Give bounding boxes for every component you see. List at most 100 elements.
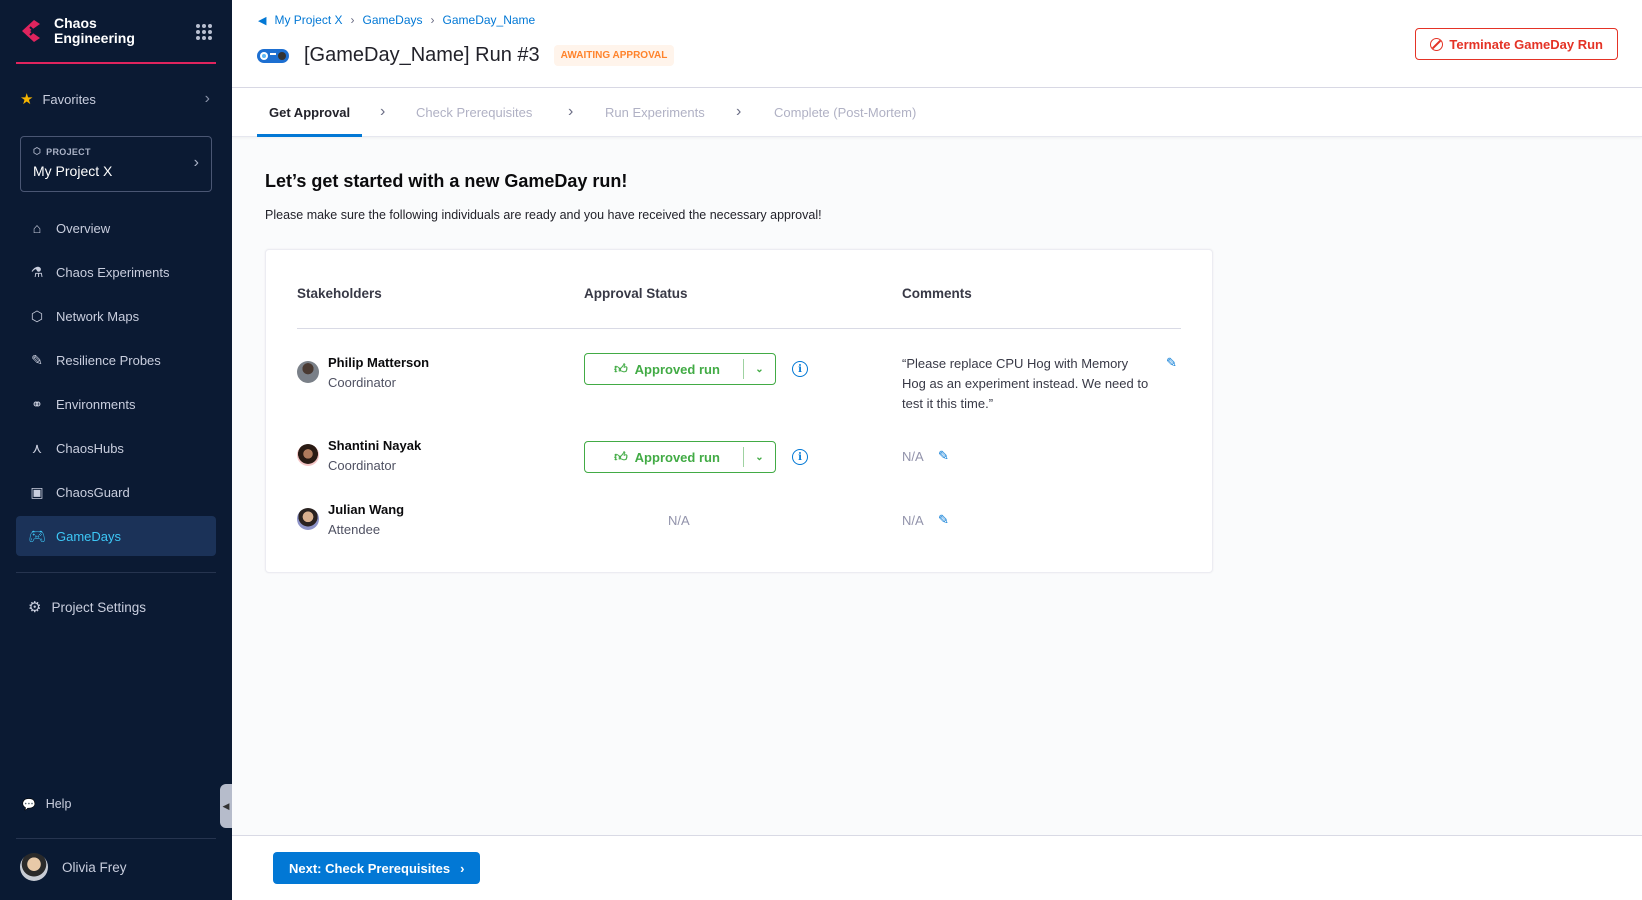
header-divider: [297, 328, 1181, 329]
chevron-right-icon: ›: [460, 860, 465, 876]
thumbs-up-icon: 👍︎: [614, 361, 628, 376]
breadcrumb-gamedays[interactable]: GameDays: [362, 13, 423, 27]
avatar: [297, 444, 319, 466]
sidebar-item-label: GameDays: [56, 528, 122, 544]
sidebar-divider: [16, 838, 216, 839]
sidebar-item-label: Project Settings: [51, 599, 146, 615]
chevron-right-icon: ›: [193, 154, 199, 171]
sidebar-item-gamedays[interactable]: 🎮︎ GameDays: [16, 516, 216, 556]
table-row: Philip Matterson Coordinator: [297, 355, 429, 390]
help-item[interactable]: 💬 Help: [10, 784, 210, 824]
next-check-prerequisites-button[interactable]: Next: Check Prerequisites ›: [273, 852, 481, 884]
comment-text: “Please replace CPU Hog with Memory Hog …: [902, 356, 1149, 411]
stakeholder-name: Philip Matterson: [328, 355, 430, 370]
step-tabs: Get Approval › Check Prerequisites › Run…: [232, 88, 1642, 137]
tab-get-approval[interactable]: Get Approval: [257, 88, 363, 137]
approval-status-select[interactable]: 👍︎ Approved run ⌄: [584, 441, 776, 473]
gamepad-icon: 🎮︎: [28, 527, 46, 544]
chevron-down-icon[interactable]: ⌄: [743, 447, 775, 467]
tab-complete[interactable]: Complete (Post-Mortem): [774, 105, 917, 120]
section-description: Please make sure the following individua…: [265, 208, 822, 222]
sidebar-item-chaosguard[interactable]: ▣ ChaosGuard: [16, 472, 216, 512]
edit-icon[interactable]: ✎: [1166, 355, 1177, 370]
gear-icon: ⚙: [28, 599, 42, 616]
avatar: [297, 361, 319, 383]
stakeholder-role: Attendee: [328, 522, 381, 537]
sidebar-item-environments[interactable]: ⚭ Environments: [16, 384, 216, 424]
main: ◀ My Project X › GameDays › GameDay_Name […: [232, 0, 1642, 900]
column-header: Stakeholders: [297, 286, 382, 301]
column-header: Approval Status: [584, 286, 688, 301]
cube-icon: ⬡: [33, 146, 42, 156]
stakeholder-name: Shantini Nayak: [328, 438, 422, 453]
user-profile[interactable]: Olivia Frey: [8, 847, 208, 887]
section-heading: Let’s get started with a new GameDay run…: [265, 171, 628, 191]
network-icon: ⬡: [30, 307, 44, 324]
edit-icon[interactable]: ✎: [938, 448, 949, 463]
sidebar-item-label: Resilience Probes: [56, 352, 161, 368]
project-label: PROJECT: [46, 146, 91, 157]
environments-icon: ⚭: [31, 395, 43, 412]
sidebar-item-overview[interactable]: ⌂ Overview: [16, 208, 216, 248]
page-header: ◀ My Project X › GameDays › GameDay_Name […: [232, 0, 1642, 88]
sidebar-item-label: Chaos Experiments: [56, 264, 170, 280]
sidebar-item-chaoshubs[interactable]: ⋏ ChaosHubs: [16, 428, 216, 468]
chevron-right-icon: ›: [736, 103, 742, 120]
approval-status-label: Approved run: [634, 449, 720, 465]
star-icon: ★: [20, 91, 34, 108]
breadcrumb-project[interactable]: My Project X: [274, 13, 343, 27]
avatar: [297, 508, 319, 530]
brand[interactable]: Chaos Engineering: [18, 16, 135, 46]
project-selector[interactable]: ⬡ PROJECT My Project X ›: [20, 136, 212, 192]
status-badge: AWAITING APPROVAL: [553, 45, 675, 66]
thumbs-up-icon: 👍︎: [614, 449, 628, 464]
edit-icon[interactable]: ✎: [938, 512, 949, 527]
guard-icon: ▣: [30, 483, 44, 500]
footer: Next: Check Prerequisites ›: [232, 835, 1642, 900]
ban-icon: [1430, 37, 1444, 51]
sidebar-item-label: ChaosHubs: [56, 440, 124, 456]
stakeholder-name: Julian Wang: [328, 502, 405, 517]
table-row: Julian Wang Attendee: [297, 502, 404, 537]
chevron-down-icon[interactable]: ⌄: [743, 359, 775, 379]
stakeholders-table: Stakeholders Approval Status Comments Ph…: [265, 249, 1213, 573]
sidebar-item-resilience-probes[interactable]: ✎ Resilience Probes: [16, 340, 216, 380]
flask-icon: ⚗: [30, 263, 44, 280]
info-icon[interactable]: i: [792, 449, 808, 465]
sidebar: Chaos Engineering ★ Favorites › ⬡ PROJECT …: [0, 0, 232, 900]
terminate-run-button[interactable]: Terminate GameDay Run: [1415, 28, 1618, 60]
chevron-right-icon: ›: [204, 90, 210, 107]
help-label: Help: [45, 797, 72, 811]
sidebar-item-label: Overview: [56, 220, 111, 236]
info-icon[interactable]: i: [792, 361, 808, 377]
stakeholder-role: Coordinator: [328, 458, 396, 473]
chevron-right-icon: ›: [568, 103, 574, 120]
tab-check-prerequisites[interactable]: Check Prerequisites: [416, 105, 533, 120]
sidebar-divider: [16, 572, 216, 573]
brand-line2: Engineering: [54, 30, 135, 46]
approval-status-select[interactable]: 👍︎ Approved run ⌄: [584, 353, 776, 385]
breadcrumb-gameday[interactable]: GameDay_Name: [442, 13, 536, 27]
comment-text: N/A: [902, 449, 924, 464]
favorites-item[interactable]: ★ Favorites ›: [20, 90, 210, 108]
home-icon: ⌂: [32, 220, 42, 236]
sidebar-item-network-maps[interactable]: ⬡ Network Maps: [16, 296, 216, 336]
chevron-right-icon: ›: [380, 103, 386, 120]
apps-grid-icon[interactable]: [196, 24, 212, 40]
collapse-sidebar-button[interactable]: ◀: [220, 784, 232, 828]
stakeholder-role: Coordinator: [328, 375, 396, 390]
page-title: [GameDay_Name] Run #3: [304, 44, 540, 66]
column-header: Comments: [902, 286, 972, 301]
breadcrumb: ◀ My Project X › GameDays › GameDay_Name: [258, 13, 536, 27]
sidebar-item-project-settings[interactable]: ⚙ Project Settings: [16, 587, 216, 627]
sidebar-item-label: ChaosGuard: [56, 484, 130, 500]
favorites-label: Favorites: [42, 91, 96, 107]
project-icon: ◀: [258, 14, 267, 27]
brand-divider: [16, 62, 216, 64]
terminate-label: Terminate GameDay Run: [1449, 36, 1603, 52]
sidebar-item-chaos-experiments[interactable]: ⚗ Chaos Experiments: [16, 252, 216, 292]
brand-line1: Chaos: [54, 15, 97, 31]
user-name: Olivia Frey: [62, 859, 127, 875]
tab-run-experiments[interactable]: Run Experiments: [605, 105, 705, 120]
gamepad-icon: [257, 48, 289, 63]
